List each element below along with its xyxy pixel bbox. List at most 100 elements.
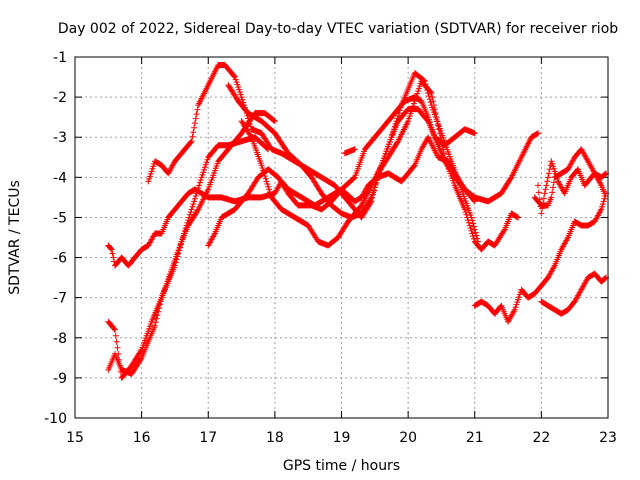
data-point	[232, 76, 239, 83]
data-point	[602, 193, 609, 200]
data-point	[599, 203, 606, 210]
data-point	[514, 299, 521, 306]
data-point	[196, 182, 203, 189]
data-point	[191, 198, 198, 205]
data-point	[234, 81, 241, 88]
data-point	[265, 183, 272, 190]
data-point	[389, 131, 396, 138]
data-point	[414, 90, 421, 97]
data-point	[261, 172, 268, 179]
data-point	[470, 220, 477, 227]
data-point	[237, 91, 244, 98]
data-point	[188, 138, 195, 145]
data-point	[198, 174, 205, 181]
data-point	[236, 86, 243, 93]
data-point	[367, 195, 374, 202]
data-point	[258, 162, 265, 169]
data-point	[245, 115, 252, 122]
data-point	[395, 110, 402, 117]
data-point	[393, 118, 400, 125]
y-tick-label: -4	[53, 170, 67, 186]
data-point	[351, 146, 358, 153]
data-point	[513, 301, 520, 308]
data-point	[415, 85, 422, 92]
data-point	[475, 238, 482, 245]
data-point	[201, 164, 208, 171]
data-point	[474, 235, 481, 242]
data-point	[271, 118, 278, 125]
series-track-e	[205, 94, 478, 249]
data-point	[514, 213, 521, 220]
data-point	[602, 275, 609, 282]
series-track-l	[538, 270, 610, 317]
data-point	[175, 250, 182, 257]
data-point	[191, 120, 198, 127]
data-point	[550, 184, 557, 191]
x-tick-label: 17	[199, 430, 217, 446]
data-point	[470, 197, 477, 204]
data-point	[391, 123, 398, 130]
data-point	[601, 195, 608, 202]
data-point	[173, 256, 180, 263]
data-point	[111, 325, 118, 332]
y-tick-label: -5	[53, 210, 67, 226]
data-point	[421, 78, 428, 85]
data-point	[422, 81, 429, 88]
series-track-j	[531, 146, 608, 209]
data-point	[405, 115, 412, 122]
data-point	[410, 163, 417, 170]
data-point	[466, 222, 473, 229]
data-point	[267, 191, 274, 198]
data-point	[246, 120, 253, 127]
data-point	[188, 206, 195, 213]
data-point	[111, 326, 118, 333]
data-point	[147, 170, 154, 177]
x-tick-label: 15	[66, 430, 84, 446]
data-point	[231, 73, 238, 80]
data-point	[191, 124, 198, 131]
data-point	[420, 77, 427, 84]
x-tick-label: 19	[333, 430, 351, 446]
data-point	[204, 156, 211, 163]
data-point	[266, 186, 273, 193]
data-point	[172, 259, 179, 266]
data-point	[261, 170, 268, 177]
data-point	[415, 88, 422, 95]
data-point	[471, 130, 478, 137]
data-point	[177, 241, 184, 248]
data-point	[423, 84, 430, 91]
data-point	[426, 96, 433, 103]
x-tick-label: 23	[599, 430, 617, 446]
data-point	[598, 206, 605, 213]
data-point	[271, 117, 278, 124]
data-point	[472, 229, 479, 236]
data-point	[194, 106, 201, 113]
data-point	[196, 179, 203, 186]
x-tick-label: 21	[466, 430, 484, 446]
data-point	[187, 209, 194, 216]
data-point	[396, 107, 403, 114]
data-point	[397, 104, 404, 111]
data-point	[264, 181, 271, 188]
data-point	[535, 189, 542, 196]
data-point	[148, 168, 155, 175]
data-point	[155, 308, 162, 315]
series-track-g	[238, 70, 482, 249]
x-tick-label: 22	[532, 430, 550, 446]
data-point	[246, 118, 253, 125]
data-point	[473, 232, 480, 239]
data-point	[150, 163, 157, 170]
data-point	[462, 209, 469, 216]
data-point	[192, 193, 199, 200]
data-point	[187, 139, 194, 146]
data-point	[149, 165, 156, 172]
data-point	[113, 338, 120, 345]
data-point	[157, 298, 164, 305]
data-point	[231, 74, 238, 81]
data-point	[546, 166, 553, 173]
data-point	[540, 195, 547, 202]
data-point	[107, 245, 114, 252]
x-tick-label: 20	[399, 430, 417, 446]
data-point	[109, 250, 116, 257]
data-point	[427, 89, 434, 96]
